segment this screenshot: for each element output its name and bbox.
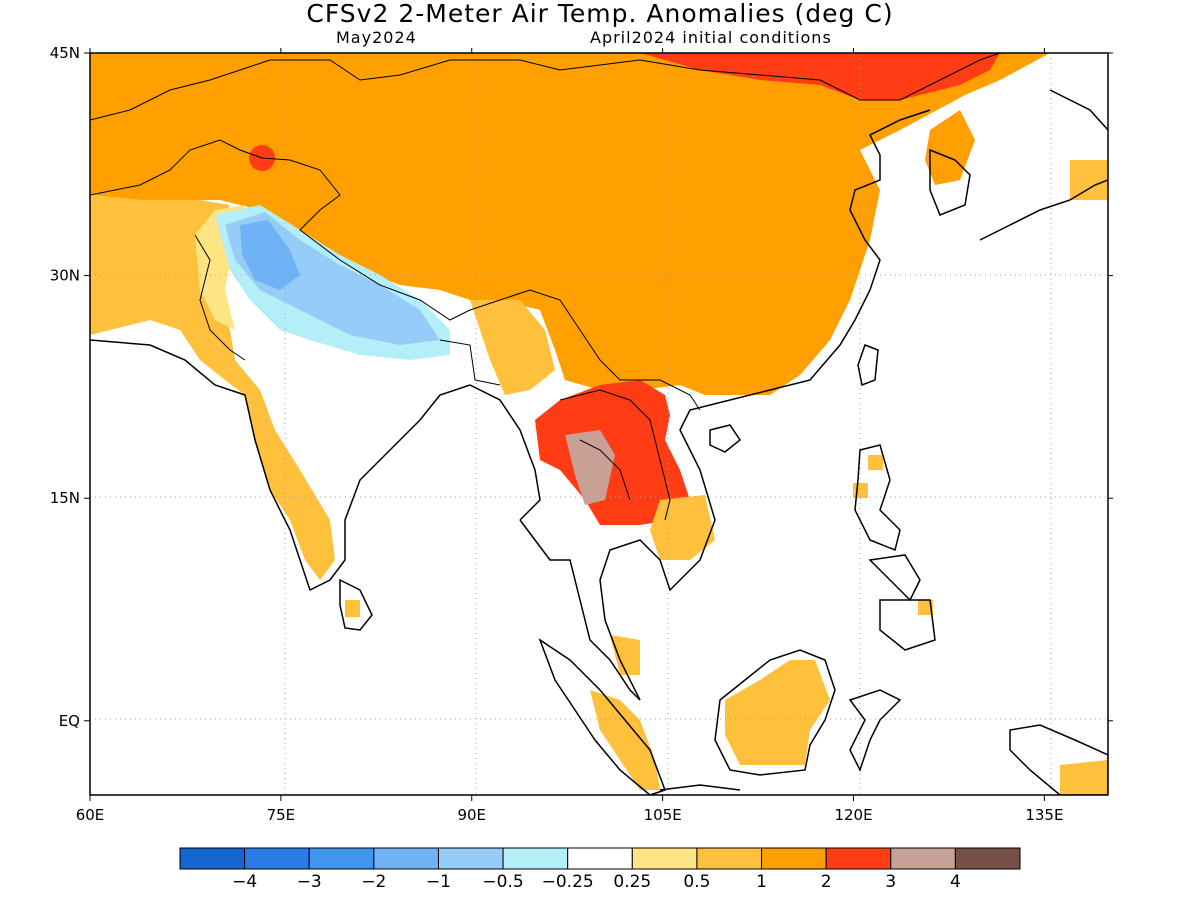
anomaly-region-northeast-india <box>470 300 555 395</box>
colorbar-label: 0.5 <box>683 872 710 892</box>
colorbar-bin <box>696 847 763 870</box>
anomaly-region-vietnam <box>650 495 715 560</box>
coast-sumatra <box>538 638 666 795</box>
anomaly-spot-philippines-central <box>853 483 868 498</box>
coast-indochina <box>599 109 931 701</box>
colorbar-label: 4 <box>950 872 961 892</box>
coast-taiwan <box>857 344 879 387</box>
lon-tick-label: 75E <box>267 806 296 824</box>
anomaly-region-china <box>90 53 1050 395</box>
map-frame <box>89 52 1109 796</box>
anomaly-region-north-india-cooler <box>240 220 300 290</box>
coast-mindanao <box>879 599 936 651</box>
anomaly-region-northeast-china <box>640 53 1000 100</box>
anomaly-region-sumatra <box>590 690 660 790</box>
colorbar-label: −0.25 <box>542 872 594 892</box>
colorbar-label: −4 <box>232 872 257 892</box>
colorbar-bin <box>373 847 439 870</box>
lat-tick-label: 15N <box>50 489 80 507</box>
anomaly-spot-philippines-north <box>868 455 883 470</box>
colorbar-bin <box>308 847 375 870</box>
map-area <box>90 53 1108 795</box>
coast-new-guinea <box>1009 724 1108 795</box>
anomaly-spot-japan <box>1070 160 1108 200</box>
country-borders <box>90 53 1001 521</box>
initial-conditions-label: April2024 initial conditions <box>590 28 832 47</box>
colorbar-label: 0.25 <box>613 872 651 892</box>
chart-title: CFSv2 2-Meter Air Temp. Anomalies (deg C… <box>306 0 894 28</box>
lon-tick-label: 90E <box>457 806 486 824</box>
colorbar-label: 3 <box>885 872 896 892</box>
colorbar-bin <box>890 847 956 870</box>
anomaly-shading <box>90 53 1108 795</box>
lon-tick-label: 120E <box>834 806 872 824</box>
lat-tick-label: EQ <box>59 712 80 730</box>
anomaly-region-new-guinea <box>1060 760 1108 795</box>
colorbar-bin <box>954 847 1021 870</box>
colorbar-bin <box>502 847 569 870</box>
coast-java <box>659 784 741 791</box>
lon-tick-label: 105E <box>644 806 682 824</box>
anomaly-spot-sri-lanka <box>345 600 360 617</box>
lon-tick-label: 135E <box>1025 806 1063 824</box>
colorbar-bin <box>179 847 246 870</box>
colorbar-label: −3 <box>297 872 322 892</box>
coast-arabian-sea <box>90 339 541 592</box>
coast-sulawesi <box>848 689 902 772</box>
coast-japan <box>979 89 1108 241</box>
coast-visayas <box>868 554 921 602</box>
colorbar-bin <box>437 847 504 870</box>
anomaly-region-korea <box>925 110 975 185</box>
coast-sri-lanka <box>339 578 373 631</box>
anomaly-region-myanmar-thailand <box>565 430 615 505</box>
colorbar-bin <box>631 847 698 870</box>
colorbar-bin <box>244 847 310 870</box>
colorbar: −4 −3 −2 −1 −0.5 −0.25 0.25 0.5 1 2 3 4 <box>179 847 1021 892</box>
coast-myanmar-malay <box>519 519 641 701</box>
anomaly-region-malaysia <box>610 635 640 675</box>
lat-tick-label: 30N <box>50 267 80 285</box>
colorbar-label: −0.5 <box>482 872 523 892</box>
colorbar-bin <box>761 847 827 870</box>
map-axes: 60E 75E 90E 105E 120E 135E 45N 30N 15N EQ <box>50 44 1113 824</box>
colorbar-bin <box>567 847 633 870</box>
coast-korea <box>929 148 971 216</box>
valid-month-label: May2024 <box>336 28 417 47</box>
colorbar-bin <box>825 847 892 870</box>
colorbar-label: −2 <box>361 872 386 892</box>
colorbar-label: 1 <box>756 872 767 892</box>
anomaly-region-west-asia <box>90 195 335 580</box>
lon-tick-label: 60E <box>76 806 105 824</box>
coast-hainan <box>709 424 742 453</box>
colorbar-label: 2 <box>821 872 832 892</box>
anomaly-region-borneo <box>725 660 830 765</box>
lat-tick-label: 45N <box>50 44 80 62</box>
gridlines <box>90 53 1108 795</box>
anomaly-spot-mindanao <box>918 600 933 615</box>
coast-borneo <box>714 649 836 776</box>
coastlines <box>90 89 1108 795</box>
colorbar-label: −1 <box>426 872 451 892</box>
coast-luzon <box>854 444 901 552</box>
